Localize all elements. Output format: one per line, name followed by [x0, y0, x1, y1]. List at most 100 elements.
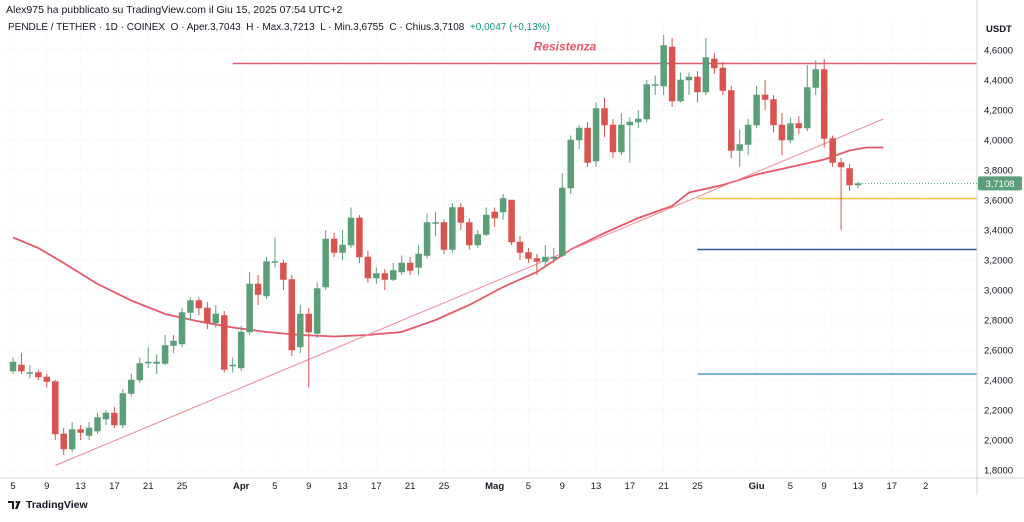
candle-body — [728, 90, 735, 151]
y-tick-label: 3,6000 — [984, 196, 1013, 207]
grid-layer — [6, 18, 977, 478]
y-tick-label: 3,4000 — [984, 226, 1013, 237]
change-value: +0,0047 (+0,13%) — [469, 22, 550, 33]
candle — [60, 428, 67, 455]
candle — [364, 251, 372, 283]
candle-body — [482, 214, 490, 235]
x-tick-label: 13 — [75, 481, 86, 492]
candle-body — [77, 429, 84, 433]
tradingview-brand[interactable]: TradingView — [8, 499, 88, 511]
candle-body — [305, 313, 312, 333]
candle-body — [575, 127, 583, 141]
x-tick-label: 25 — [177, 481, 188, 492]
candle-body — [804, 87, 811, 129]
publisher-line: Alex975 ha pubblicato su TradingView.com… — [6, 4, 343, 16]
candle — [204, 302, 211, 329]
candle — [626, 117, 634, 163]
candle — [829, 135, 836, 167]
candle-body — [635, 118, 642, 123]
candle-body — [499, 198, 507, 213]
candle-body — [584, 127, 591, 163]
candle-body — [136, 363, 143, 381]
x-tick-label: Giu — [749, 481, 765, 492]
open-value: 3,7043 — [210, 22, 241, 33]
candle-body — [668, 46, 676, 102]
candle-body — [592, 108, 600, 162]
candle — [482, 207, 490, 236]
candle — [187, 297, 194, 320]
candle-body — [18, 364, 25, 372]
candle — [804, 65, 811, 131]
candle — [609, 119, 617, 158]
candle-body — [559, 187, 566, 256]
y-tick-label: 4,6000 — [984, 46, 1013, 57]
candle — [161, 335, 169, 365]
candle — [516, 236, 524, 260]
candle — [778, 113, 786, 155]
candle-body — [432, 222, 439, 224]
candle-body — [837, 162, 845, 168]
trendline-layer — [55, 118, 884, 466]
candle — [170, 335, 177, 353]
candle — [787, 117, 794, 143]
candle — [601, 98, 608, 137]
candle-body — [516, 241, 524, 253]
candle — [508, 199, 515, 245]
candle — [584, 122, 591, 167]
candle-body — [651, 84, 659, 86]
candle-body — [466, 222, 473, 246]
candle-body — [161, 345, 169, 364]
candle-body — [153, 361, 160, 364]
candle — [525, 248, 532, 263]
candle-body — [449, 207, 456, 250]
candle — [35, 369, 42, 380]
symbol-label: PENDLE / TETHER · 1D · COINEX — [8, 22, 166, 33]
candle — [221, 311, 228, 373]
candle — [533, 254, 541, 275]
candle — [229, 357, 236, 373]
candle-body — [820, 69, 828, 139]
candle-body — [778, 124, 786, 141]
candle — [711, 53, 718, 74]
brand-label: TradingView — [26, 499, 88, 511]
candle — [575, 125, 583, 149]
x-tick-label: 25 — [439, 481, 450, 492]
candle-body — [221, 315, 228, 370]
candle — [820, 59, 828, 148]
candle-body — [111, 412, 118, 426]
candle — [753, 86, 760, 128]
candle-body — [626, 121, 634, 126]
candles-layer — [9, 35, 862, 455]
y-tick-label: 2,6000 — [984, 346, 1013, 357]
candle-body — [533, 258, 541, 262]
candle-body — [313, 288, 321, 334]
candle — [812, 60, 819, 95]
candle-body — [26, 372, 34, 374]
candle — [677, 72, 684, 103]
candle-body — [761, 94, 769, 100]
candle-body — [550, 256, 558, 259]
candle — [466, 218, 473, 250]
candle — [795, 116, 803, 134]
candle — [398, 255, 405, 275]
candle-body — [609, 124, 617, 153]
candle-body — [178, 312, 186, 345]
axis-layer: 4,6000 4,4000 4,2000 4,0000 3,8000 3,6000 3,40… — [0, 0, 1024, 495]
candle — [26, 365, 34, 379]
candle-body — [271, 261, 279, 263]
candle-body — [246, 283, 253, 333]
candle — [313, 282, 321, 338]
candle — [846, 164, 853, 191]
candle — [837, 158, 845, 230]
candle — [52, 380, 59, 440]
candle — [668, 38, 676, 107]
candle-body — [280, 262, 287, 280]
x-tick-label: 5 — [10, 481, 15, 492]
candle — [474, 230, 481, 248]
candle — [347, 207, 355, 248]
candle — [381, 269, 389, 290]
candle-body — [787, 123, 794, 141]
candle-body — [373, 273, 380, 279]
